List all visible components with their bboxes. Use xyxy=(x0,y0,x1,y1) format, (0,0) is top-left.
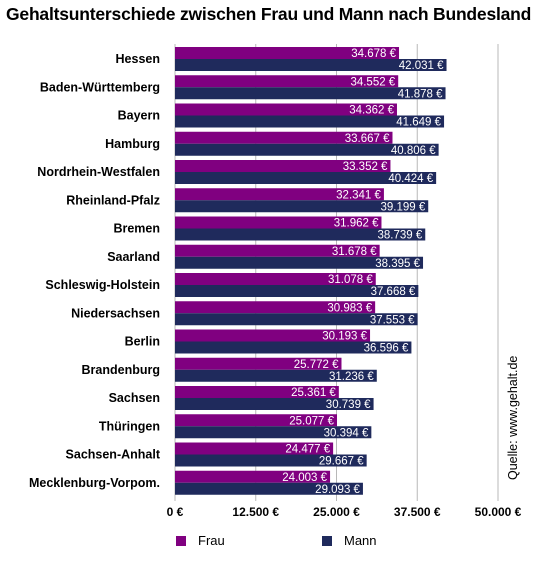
category-label-rheinland-pfalz: Rheinland-Pfalz xyxy=(66,193,160,207)
bar-frau-baden-wurttemberg xyxy=(175,75,399,88)
value-label-frau-brandenburg: 25.772 € xyxy=(294,359,339,371)
category-label-baden-wurttemberg: Baden-Württemberg xyxy=(40,80,160,94)
category-label-saarland: Saarland xyxy=(107,250,160,264)
category-label-hamburg: Hamburg xyxy=(105,137,160,151)
bar-mann-baden-wurttemberg xyxy=(175,87,446,100)
category-label-niedersachsen: Niedersachsen xyxy=(71,306,160,320)
legend-item-mann: Mann xyxy=(322,533,377,548)
bar-frau-sachsen xyxy=(175,386,339,398)
bar-mann-rheinland-pfalz xyxy=(175,200,429,213)
value-label-mann-sachsen-anhalt: 29.667 € xyxy=(319,456,364,468)
bar-mann-berlin xyxy=(175,341,412,354)
category-label-nordrhein-westfalen: Nordrhein-Westfalen xyxy=(37,165,160,179)
bar-mann-sachsen xyxy=(175,398,374,410)
value-label-frau-sachsen-anhalt: 24.477 € xyxy=(285,444,330,456)
bar-mann-hamburg xyxy=(175,143,439,156)
bar-frau-brandenburg xyxy=(175,357,342,370)
value-label-mann-bremen: 38.739 € xyxy=(377,230,422,242)
category-label-brandenburg: Brandenburg xyxy=(82,363,160,377)
bar-frau-niedersachsen xyxy=(175,301,376,314)
bar-frau-bremen xyxy=(175,216,382,229)
bar-mann-sachsen-anhalt xyxy=(175,454,367,467)
tick-label-0: 0 € xyxy=(167,505,184,519)
bar-mann-bremen xyxy=(175,228,426,241)
tick-label-3: 37.500 € xyxy=(394,505,441,519)
bar-frau-bayern xyxy=(175,103,397,116)
category-label-bremen: Bremen xyxy=(113,222,160,236)
value-label-mann-berlin: 36.596 € xyxy=(364,343,409,355)
bar-frau-saarland xyxy=(175,244,380,257)
bars: 34.678 €42.031 € 34.552 €41.878 € 34.362 €… xyxy=(175,47,447,496)
bar-mann-bayern xyxy=(175,115,445,128)
tick-label-1: 12.500 € xyxy=(232,505,279,519)
axis-ticks: 0 € 12.500 € 25.000 € 37.500 € 50.000 € xyxy=(167,505,522,519)
value-label-frau-mecklenburg-vorpom: 24.003 € xyxy=(282,472,327,484)
category-label-sachsen: Sachsen xyxy=(109,391,160,405)
value-label-mann-schleswig-holstein: 37.668 € xyxy=(371,286,416,298)
value-label-frau-nordrhein-westfalen: 33.352 € xyxy=(343,161,388,173)
bar-mann-niedersachsen xyxy=(175,313,418,326)
value-label-frau-bremen: 31.962 € xyxy=(334,218,379,230)
tick-label-4: 50.000 € xyxy=(475,505,522,519)
value-label-mann-hessen: 42.031 € xyxy=(399,60,444,72)
tick-label-2: 25.000 € xyxy=(313,505,360,519)
legend-label-frau: Frau xyxy=(198,533,225,548)
value-label-mann-bayern: 41.649 € xyxy=(396,117,441,129)
bar-mann-brandenburg xyxy=(175,369,377,382)
bar-frau-hessen xyxy=(175,47,400,59)
value-label-mann-brandenburg: 31.236 € xyxy=(329,371,374,383)
bar-frau-hamburg xyxy=(175,131,393,144)
value-label-frau-sachsen: 25.361 € xyxy=(291,387,336,399)
category-label-hessen: Hessen xyxy=(116,52,160,66)
value-label-mann-hamburg: 40.806 € xyxy=(391,145,436,157)
legend-swatch-frau xyxy=(176,535,186,546)
value-label-frau-berlin: 30.193 € xyxy=(322,331,367,343)
value-label-mann-nordrhein-westfalen: 40.424 € xyxy=(388,173,433,185)
bar-mann-nordrhein-westfalen xyxy=(175,172,437,184)
bar-mann-mecklenburg-vorpom xyxy=(175,482,363,495)
value-label-mann-mecklenburg-vorpom: 29.093 € xyxy=(315,484,360,496)
category-label-mecklenburg-vorpom: Mecklenburg-Vorpom. xyxy=(29,476,160,490)
value-label-mann-thuringen: 30.394 € xyxy=(324,427,369,439)
bar-mann-saarland xyxy=(175,256,424,269)
value-label-frau-bayern: 34.362 € xyxy=(349,105,394,117)
category-label-schleswig-holstein: Schleswig-Holstein xyxy=(45,278,160,292)
category-label-thuringen: Thüringen xyxy=(99,419,160,433)
category-label-berlin: Berlin xyxy=(125,335,160,349)
value-label-mann-saarland: 38.395 € xyxy=(375,258,420,270)
category-label-bayern: Bayern xyxy=(118,109,160,123)
value-label-frau-saarland: 31.678 € xyxy=(332,246,377,258)
value-label-frau-thuringen: 25.077 € xyxy=(289,415,334,427)
value-label-mann-sachsen: 30.739 € xyxy=(326,399,371,411)
bar-frau-mecklenburg-vorpom xyxy=(175,470,331,483)
legend-item-frau: Frau xyxy=(176,533,225,548)
source-note: Quelle: www.gehalt.de xyxy=(506,355,520,480)
chart-title: Gehaltsunterschiede zwischen Frau und Ma… xyxy=(6,4,532,24)
bar-frau-rheinland-pfalz xyxy=(175,188,384,201)
bar-mann-thuringen xyxy=(175,426,372,439)
value-label-frau-niedersachsen: 30.983 € xyxy=(327,302,372,314)
category-label-sachsen-anhalt: Sachsen-Anhalt xyxy=(66,448,161,462)
bar-mann-hessen xyxy=(175,59,447,71)
value-label-mann-rheinland-pfalz: 39.199 € xyxy=(380,201,425,213)
legend-swatch-mann xyxy=(322,535,332,546)
value-label-frau-hessen: 34.678 € xyxy=(351,48,396,60)
value-label-mann-niedersachsen: 37.553 € xyxy=(370,314,415,326)
value-label-frau-rheinland-pfalz: 32.341 € xyxy=(336,189,381,201)
legend-label-mann: Mann xyxy=(344,533,377,548)
value-label-mann-baden-wurttemberg: 41.878 € xyxy=(398,88,443,100)
bar-frau-thuringen xyxy=(175,414,337,427)
value-label-frau-baden-wurttemberg: 34.552 € xyxy=(350,76,395,88)
bar-frau-nordrhein-westfalen xyxy=(175,160,391,172)
bar-frau-sachsen-anhalt xyxy=(175,442,334,455)
category-labels: Hessen Baden-Württemberg Bayern Hamburg Nord… xyxy=(29,52,161,490)
bar-frau-schleswig-holstein xyxy=(175,273,376,285)
bar-frau-berlin xyxy=(175,329,371,342)
bar-mann-schleswig-holstein xyxy=(175,285,419,297)
value-label-frau-schleswig-holstein: 31.078 € xyxy=(328,274,373,286)
value-label-frau-hamburg: 33.667 € xyxy=(345,133,390,145)
